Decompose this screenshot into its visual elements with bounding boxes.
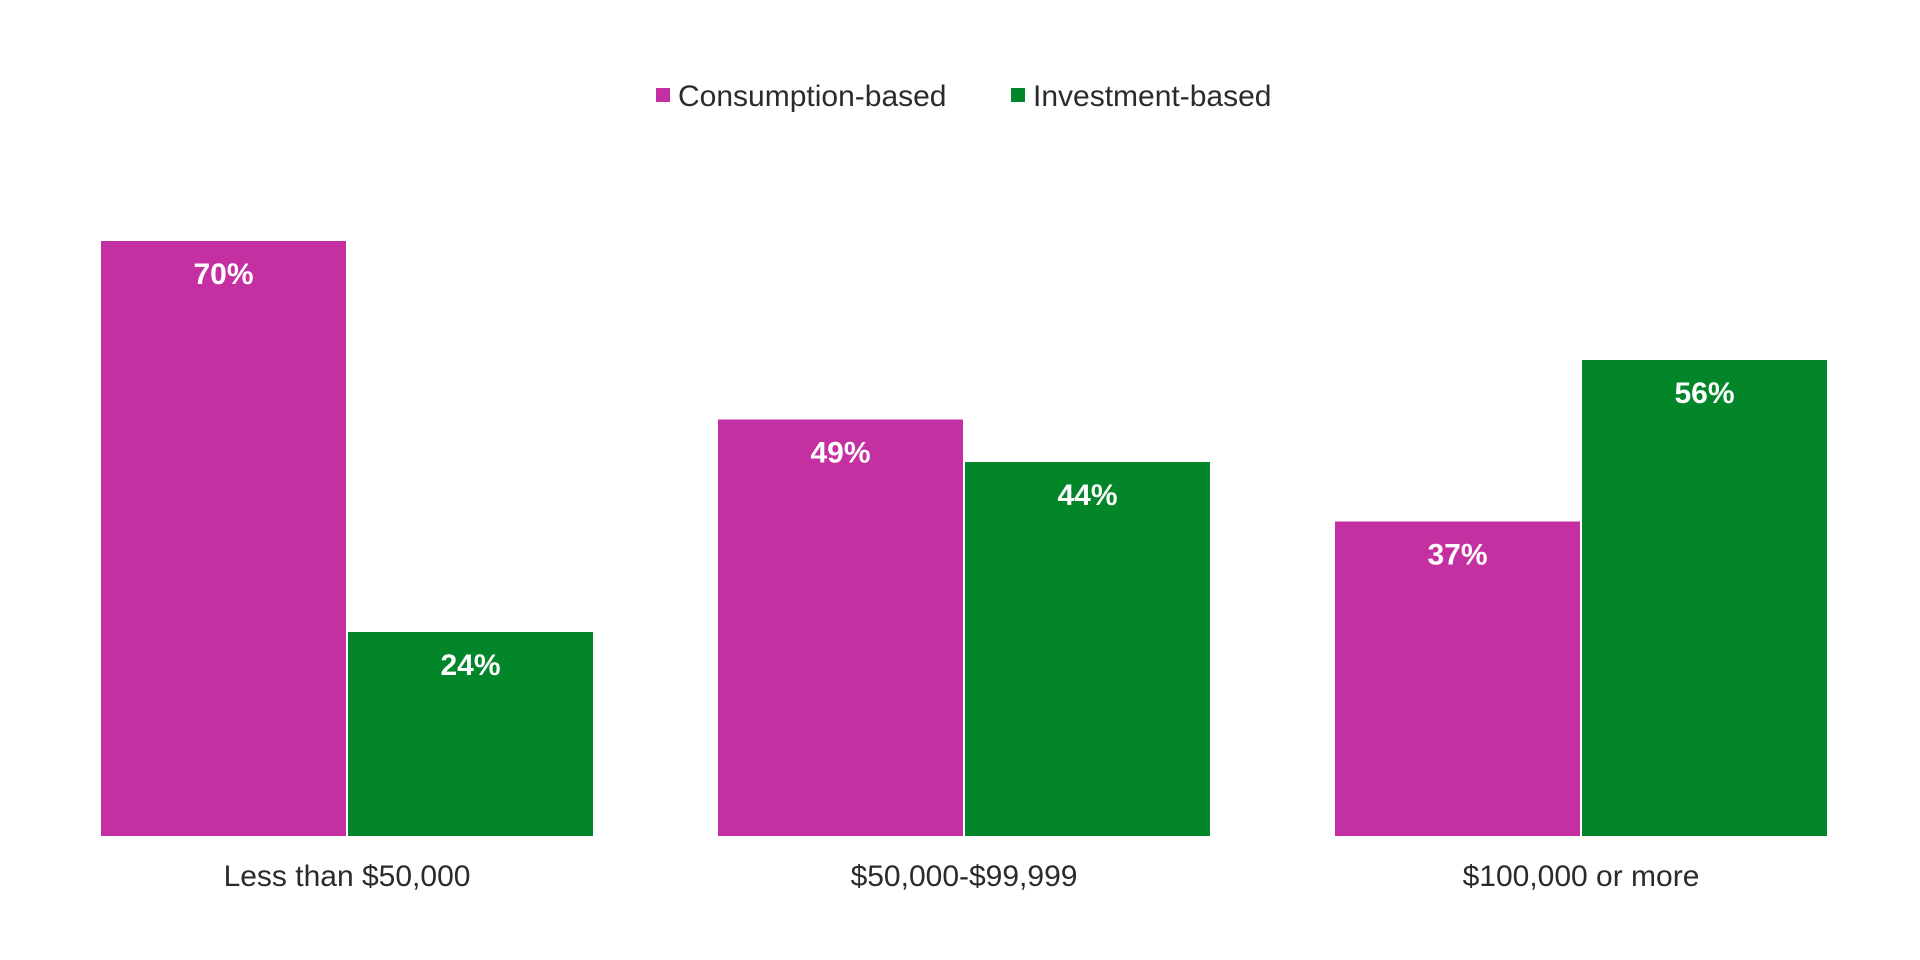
bar-consumption-based-100-000-or-more [1335,521,1580,836]
data-label-consumption-based-less-than-50-000: 70% [193,258,253,291]
category-label-100-000-or-more: $100,000 or more [1463,860,1700,893]
legend-label-investment: Investment-based [1033,80,1271,113]
data-label-investment-based-less-than-50-000: 24% [440,649,500,682]
bar-consumption-based-50-000-99-999 [718,419,963,836]
bar-investment-based-50-000-99-999 [965,462,1210,836]
legend-label-consumption: Consumption-based [678,80,947,113]
category-label-50-000-99-999: $50,000-$99,999 [851,860,1078,893]
bars-group [101,241,1827,836]
data-label-consumption-based-100-000-or-more: 37% [1427,539,1487,572]
bar-consumption-based-less-than-50-000 [101,241,346,836]
bar-investment-based-less-than-50-000 [348,632,593,836]
legend-swatch-consumption [656,88,670,102]
data-label-consumption-based-50-000-99-999: 49% [810,437,870,470]
category-label-less-than-50-000: Less than $50,000 [224,860,471,893]
category-labels-group: Less than $50,000 $50,000-$99,999 $100,000… [224,860,1700,893]
bar-labels-group: 70% 24% 49% 44% 37% 56% [193,258,1734,682]
legend-swatch-investment [1011,88,1025,102]
bar-investment-based-100-000-or-more [1582,360,1827,836]
data-label-investment-based-50-000-99-999: 44% [1057,479,1117,512]
legend: Consumption-based Investment-based [656,80,1271,113]
data-label-investment-based-100-000-or-more: 56% [1674,377,1734,410]
